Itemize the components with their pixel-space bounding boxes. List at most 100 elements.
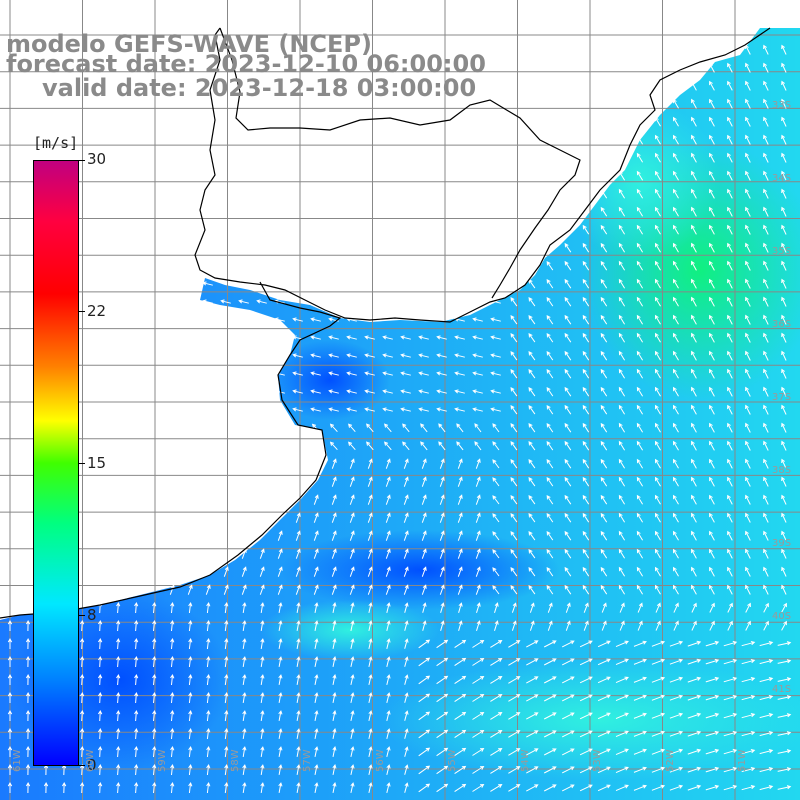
wind-arrow — [454, 747, 467, 757]
wind-arrow — [618, 368, 626, 379]
wind-arrow — [382, 353, 393, 358]
wind-arrow — [152, 727, 157, 740]
wind-arrow — [763, 512, 769, 523]
wind-arrow — [188, 691, 193, 704]
colorbar-tick-label: 22 — [87, 302, 107, 320]
wind-arrow — [152, 619, 157, 632]
wind-arrow — [402, 423, 410, 433]
wind-arrow — [476, 602, 481, 613]
wind-arrow — [777, 659, 792, 664]
wind-arrow — [313, 566, 319, 577]
wind-arrow — [564, 368, 572, 379]
wind-arrow — [691, 350, 697, 361]
wind-arrow — [331, 548, 337, 559]
wind-arrow — [651, 676, 666, 683]
wind-arrow — [654, 134, 661, 145]
wind-arrow — [636, 368, 644, 379]
wind-arrow — [7, 709, 13, 721]
wind-arrow — [654, 242, 661, 253]
wind-arrow — [296, 692, 301, 703]
wind-arrow — [25, 619, 31, 632]
wind-arrow — [618, 422, 626, 433]
wind-arrow — [314, 746, 319, 757]
wind-arrow — [475, 548, 481, 559]
latitude-label: 36S — [772, 319, 792, 330]
wind-arrow — [561, 766, 575, 774]
wind-arrow — [601, 620, 607, 631]
wind-arrow — [403, 512, 409, 523]
wind-arrow — [25, 745, 31, 758]
wind-arrow — [457, 512, 463, 523]
wind-arrow — [687, 694, 702, 701]
wind-arrow — [382, 371, 393, 376]
wind-arrow — [636, 278, 644, 289]
wind-arrow — [564, 422, 572, 433]
wind-arrow — [152, 673, 157, 686]
wind-arrow — [187, 584, 193, 595]
wind-arrow — [672, 494, 679, 505]
wind-arrow — [781, 278, 787, 289]
wind-arrow — [781, 188, 787, 199]
wind-arrow — [510, 459, 518, 469]
wind-arrow — [97, 655, 103, 668]
wind-arrow — [528, 387, 536, 397]
wind-arrow — [709, 566, 715, 577]
wind-arrow — [579, 766, 593, 774]
wind-arrow — [404, 764, 409, 775]
wind-arrow — [745, 260, 751, 271]
wind-arrow — [564, 476, 572, 487]
wind-arrow — [492, 513, 500, 523]
wind-arrow — [386, 602, 391, 614]
wind-arrow — [763, 350, 769, 361]
wind-arrow — [134, 763, 139, 776]
wind-arrow — [295, 584, 301, 595]
wind-arrow — [440, 620, 445, 631]
wind-arrow — [636, 476, 644, 487]
wind-arrow — [727, 152, 733, 163]
wind-arrow — [727, 494, 733, 505]
wind-arrow — [508, 730, 521, 738]
wind-arrow — [206, 637, 211, 650]
wind-arrow — [745, 350, 751, 361]
wind-arrow — [364, 353, 375, 358]
wind-arrow — [529, 602, 535, 613]
wind-arrow — [494, 602, 499, 613]
wind-arrow — [472, 765, 485, 774]
wind-arrow — [508, 712, 521, 720]
wind-arrow — [637, 620, 643, 631]
wind-arrow — [546, 261, 554, 271]
wind-arrow — [418, 371, 429, 376]
wind-arrow — [763, 548, 769, 559]
wind-arrow — [511, 620, 517, 631]
wind-arrow — [385, 494, 391, 505]
wind-arrow — [278, 620, 283, 631]
wind-arrow — [260, 782, 265, 793]
wind-arrow — [310, 407, 321, 412]
wind-arrow — [763, 566, 769, 577]
wind-arrow — [691, 476, 697, 487]
wind-arrow — [526, 658, 539, 666]
wind-arrow — [510, 531, 518, 541]
wind-arrow — [727, 350, 733, 361]
wind-arrow — [7, 781, 13, 793]
wind-arrow — [618, 476, 626, 487]
wind-arrow — [597, 676, 611, 684]
wind-arrow — [418, 353, 429, 358]
wind-arrow — [709, 134, 715, 145]
wind-arrow — [346, 371, 357, 376]
wind-arrow — [583, 602, 589, 613]
wind-arrow — [97, 709, 103, 722]
wind-arrow — [508, 748, 521, 756]
wind-arrow — [633, 712, 647, 719]
wind-arrow — [615, 766, 629, 774]
wind-arrow — [745, 296, 751, 307]
wind-arrow — [368, 692, 373, 704]
wind-arrow — [672, 278, 679, 289]
wind-arrow — [763, 602, 769, 613]
wind-arrow — [579, 748, 593, 756]
wind-arrow — [331, 530, 337, 541]
wind-arrow — [472, 747, 485, 756]
wind-arrow — [741, 677, 756, 683]
wind-arrow — [421, 512, 427, 523]
latitude-label: 40S — [772, 611, 792, 622]
